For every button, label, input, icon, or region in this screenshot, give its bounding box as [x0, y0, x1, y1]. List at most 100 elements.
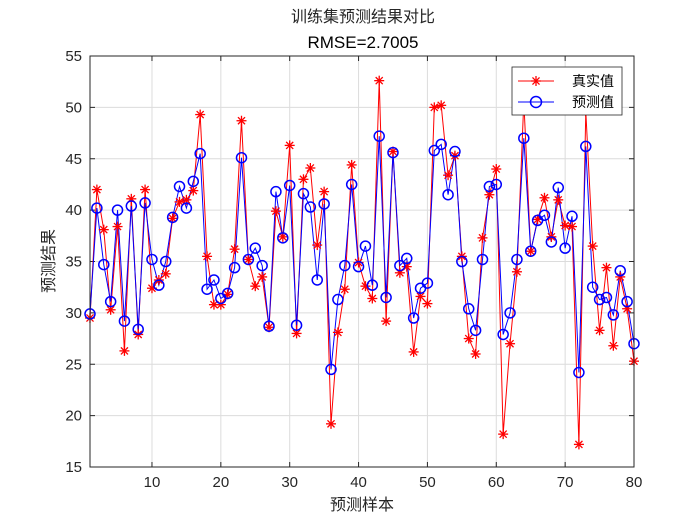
- point-true: [236, 115, 247, 126]
- point-pred: [111, 204, 124, 216]
- y-tick-label: 45: [65, 151, 82, 168]
- point-true: [250, 281, 261, 292]
- point-pred: [421, 277, 434, 289]
- axis-ticks: 10 20 30 40 50 60 70 80 15 20 25 30 35 40 45 50 55: [65, 48, 642, 491]
- point-pred: [208, 274, 220, 286]
- plot-frame: [89, 55, 635, 468]
- point-pred: [297, 187, 310, 200]
- point-pred: [318, 198, 330, 210]
- chart-subtitle: RMSE=2.7005: [307, 33, 418, 52]
- point-true: [567, 221, 578, 232]
- point-pred: [573, 366, 585, 379]
- x-tick-label: 30: [281, 474, 298, 491]
- point-true: [491, 164, 502, 175]
- point-pred: [490, 178, 503, 191]
- point-true: [463, 333, 474, 344]
- point-pred: [201, 283, 213, 295]
- point-true: [560, 220, 571, 231]
- point-pred: [621, 295, 633, 308]
- chart-title: 训练集预测结果对比: [291, 7, 435, 26]
- series-line-pred: [89, 136, 635, 373]
- point-pred: [518, 132, 530, 144]
- point-pred: [221, 287, 234, 300]
- legend-label-pred: 预测值: [572, 95, 614, 111]
- point-true: [374, 75, 385, 86]
- point-true: [608, 340, 619, 351]
- y-tick-label: 35: [65, 254, 82, 271]
- point-pred: [600, 291, 613, 304]
- y-axis-label: 预测结果: [39, 229, 58, 293]
- y-tick-label: 30: [65, 305, 82, 322]
- point-true: [312, 240, 323, 251]
- point-true: [229, 244, 240, 255]
- point-pred: [228, 261, 241, 274]
- point-pred: [256, 259, 268, 272]
- point-pred: [125, 200, 138, 212]
- point-true: [140, 184, 151, 195]
- point-pred: [456, 255, 468, 268]
- point-true: [332, 327, 343, 338]
- point-pred: [442, 188, 454, 201]
- point-pred: [263, 320, 275, 332]
- point-pred: [270, 185, 282, 198]
- point-true: [594, 325, 605, 336]
- y-tick-label: 20: [65, 408, 82, 425]
- x-tick-label: 80: [626, 474, 643, 491]
- point-true: [160, 268, 171, 279]
- y-tick-label: 55: [65, 48, 82, 65]
- point-true: [339, 284, 350, 295]
- point-true: [298, 174, 309, 185]
- point-pred: [497, 328, 509, 341]
- data-series: [84, 75, 640, 450]
- x-tick-label: 50: [419, 474, 436, 491]
- point-true: [167, 213, 178, 224]
- legend-label-true: 真实值: [572, 74, 614, 90]
- point-pred: [586, 281, 599, 293]
- point-true: [539, 192, 550, 203]
- point-true: [188, 185, 199, 196]
- point-true: [601, 262, 612, 273]
- point-true: [91, 184, 102, 195]
- point-true: [408, 346, 419, 357]
- x-tick-label: 70: [557, 474, 574, 491]
- point-pred: [146, 253, 158, 266]
- point-pred: [153, 279, 165, 291]
- point-true: [553, 194, 564, 205]
- watermark: CSDN @海神之光: [572, 501, 686, 517]
- point-pred: [352, 260, 365, 273]
- point-true: [243, 254, 254, 265]
- point-pred: [98, 258, 110, 271]
- point-true: [587, 241, 598, 252]
- point-pred: [173, 180, 186, 193]
- point-pred: [304, 201, 317, 213]
- point-pred: [283, 179, 296, 192]
- point-true: [326, 418, 337, 429]
- point-pred: [462, 303, 475, 315]
- point-pred: [545, 236, 558, 248]
- point-true: [470, 348, 481, 359]
- point-pred: [166, 211, 179, 224]
- point-true: [367, 293, 378, 304]
- point-pred: [139, 197, 151, 209]
- point-pred: [483, 180, 496, 193]
- point-pred: [407, 312, 420, 324]
- point-pred: [132, 323, 144, 336]
- legend-asterisk: [531, 76, 541, 86]
- point-pred: [180, 202, 193, 214]
- point-pred: [325, 363, 337, 376]
- point-pred: [524, 245, 537, 257]
- point-pred: [339, 259, 351, 272]
- point-pred: [607, 309, 620, 321]
- x-tick-label: 40: [350, 474, 367, 491]
- point-pred: [380, 291, 392, 304]
- x-axis-label: 预测样本: [330, 495, 394, 514]
- point-pred: [552, 181, 565, 194]
- point-pred: [187, 175, 200, 188]
- legend-marker-pred: [529, 95, 543, 109]
- y-tick-label: 50: [65, 99, 82, 116]
- point-pred: [428, 144, 441, 157]
- point-true: [257, 271, 268, 282]
- point-pred: [559, 242, 571, 254]
- point-pred: [401, 252, 413, 265]
- point-pred: [373, 130, 385, 142]
